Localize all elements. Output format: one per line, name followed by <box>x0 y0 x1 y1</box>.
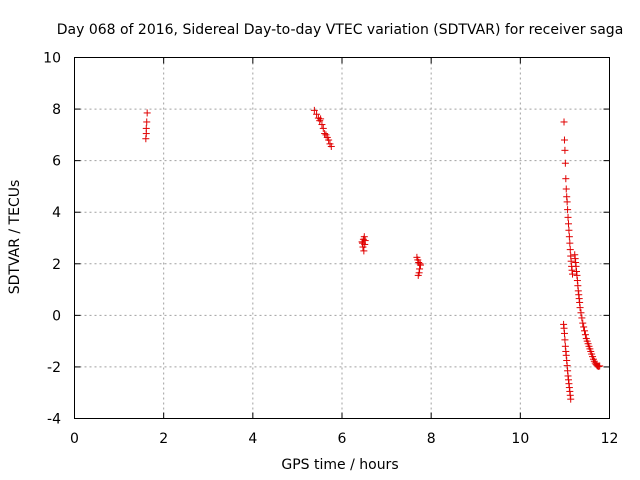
x-tick-label: 2 <box>159 431 168 447</box>
x-tick-label: 0 <box>70 431 79 447</box>
data-point-marker <box>579 319 587 327</box>
data-point-marker <box>596 362 604 370</box>
data-point-marker <box>565 226 573 234</box>
data-point-marker <box>576 304 584 312</box>
data-point-marker <box>578 314 586 322</box>
data-point-marker <box>317 115 325 123</box>
data-point-marker <box>142 124 150 132</box>
data-point-marker <box>316 117 324 125</box>
data-point-marker <box>561 146 569 154</box>
x-tick-label: 12 <box>601 431 619 447</box>
data-points <box>142 106 604 403</box>
data-point-marker <box>563 198 571 206</box>
y-axis-label: SDTVAR / TECUs <box>7 180 23 295</box>
data-point-marker <box>321 130 329 138</box>
y-tick-label: 2 <box>52 257 61 273</box>
data-point-marker <box>361 237 369 245</box>
data-point-marker <box>143 109 151 117</box>
y-axis-tick-labels: -4 -2 0 2 4 6 8 10 <box>43 51 61 428</box>
data-point-marker <box>580 323 588 331</box>
x-tick-label: 6 <box>338 431 347 447</box>
y-tick-label: 8 <box>52 102 61 118</box>
data-point-marker <box>568 270 576 278</box>
data-point-marker <box>577 309 585 317</box>
y-tick-label: -2 <box>47 360 61 376</box>
data-point-marker <box>327 142 335 150</box>
data-point-marker <box>560 329 568 337</box>
data-point-marker <box>313 110 321 118</box>
data-point-marker <box>566 246 574 254</box>
x-tick-label: 4 <box>248 431 257 447</box>
data-point-marker <box>360 233 368 241</box>
data-point-marker <box>360 247 368 255</box>
data-point-marker <box>595 362 603 370</box>
data-point-marker <box>564 213 572 221</box>
x-axis-tick-labels: 0 2 4 6 8 10 12 <box>70 431 618 447</box>
data-point-marker <box>561 159 569 167</box>
data-point-marker <box>562 175 570 183</box>
data-point-marker <box>562 185 570 193</box>
x-tick-label: 10 <box>511 431 529 447</box>
data-point-marker <box>565 233 573 241</box>
data-point-marker <box>564 206 572 214</box>
data-point-marker <box>416 261 424 269</box>
axis-ticks <box>74 57 610 419</box>
y-tick-label: 4 <box>52 205 61 221</box>
data-point-marker <box>581 331 589 339</box>
data-point-marker <box>318 121 326 129</box>
x-axis-label: GPS time / hours <box>281 457 398 473</box>
data-point-marker <box>567 395 575 403</box>
data-point-marker <box>581 327 589 335</box>
y-tick-label: 0 <box>52 308 61 324</box>
data-point-marker <box>319 124 327 132</box>
data-point-marker <box>564 220 572 228</box>
data-point-marker <box>310 106 318 114</box>
y-tick-label: 10 <box>43 51 61 67</box>
data-point-marker <box>560 118 568 126</box>
data-point-marker <box>560 136 568 144</box>
data-point-marker <box>143 118 151 126</box>
x-tick-label: 8 <box>427 431 436 447</box>
y-tick-label: 6 <box>52 154 61 170</box>
y-tick-label: -4 <box>47 412 61 428</box>
data-point-marker <box>566 239 574 247</box>
grid-lines <box>74 57 610 419</box>
data-point-marker <box>325 136 333 144</box>
chart-title: Day 068 of 2016, Sidereal Day-to-day VTE… <box>57 22 624 38</box>
data-point-marker <box>590 357 598 365</box>
data-point-marker <box>561 336 569 344</box>
